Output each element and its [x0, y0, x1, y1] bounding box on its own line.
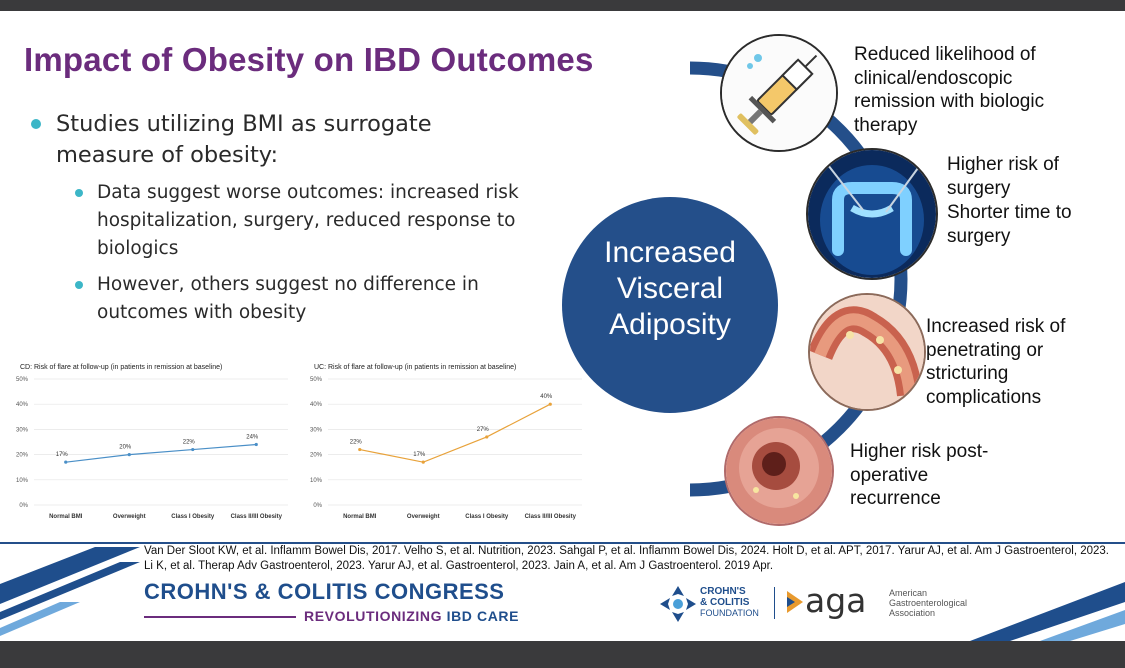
y-tick-label: 20% — [310, 453, 323, 459]
y-tick-label: 0% — [19, 503, 28, 509]
bullet-sub-1: Data suggest worse outcomes: increased r… — [30, 179, 530, 263]
tagline-rule — [144, 616, 296, 618]
footer-stripes — [0, 542, 1125, 641]
x-tick-label: Normal BMI — [49, 514, 83, 520]
center-line-1: Increased — [604, 236, 736, 269]
data-label: 22% — [350, 440, 363, 446]
ccf-logo-icon — [660, 586, 696, 622]
bullet-dot-icon — [31, 119, 41, 129]
bullet-dot-icon — [75, 281, 83, 289]
bullet-list: Studies utilizing BMI as surrogate measu… — [30, 109, 530, 327]
tagline: REVOLUTIONIZING IBD CARE — [304, 608, 519, 624]
series-line — [65, 443, 257, 463]
bottom-bar — [0, 641, 1125, 668]
data-point — [548, 402, 552, 406]
references-text: Van Der Sloot KW, et al. Inflamm Bowel D… — [144, 545, 1110, 572]
x-tick-label: Class II/III Obesity — [231, 514, 283, 520]
x-tick-label: Class I Obesity — [171, 514, 215, 520]
bullet-sub-2-text: However, others suggest no difference in… — [97, 274, 479, 323]
series-line — [359, 403, 551, 463]
endoscopy-icon — [724, 416, 834, 526]
y-tick-label: 20% — [16, 453, 29, 459]
ccf-logo-text: CROHN'S & COLITIS FOUNDATION — [700, 586, 759, 619]
tagline-a: REVOLUTIONIZING — [304, 608, 447, 624]
data-label: 22% — [183, 440, 196, 446]
uc-chart: UC: Risk of flare at follow-up (in patie… — [300, 343, 592, 535]
bullet-sub-1-text: Data suggest worse outcomes: increased r… — [97, 182, 519, 259]
aga-line-1: American — [889, 588, 928, 598]
y-tick-label: 10% — [16, 478, 29, 484]
data-label: 24% — [246, 435, 259, 441]
top-bar — [0, 0, 1125, 11]
ccf-line-1: CROHN'S — [700, 586, 746, 597]
bullet-main: Studies utilizing BMI as surrogate measu… — [30, 109, 530, 171]
center-line-3: Adiposity — [609, 308, 731, 341]
congress-logo-text: CROHN'S & COLITIS CONGRESS — [144, 579, 505, 604]
data-point — [127, 453, 131, 457]
slide-title: Impact of Obesity on IBD Outcomes — [24, 41, 594, 78]
ccf-line-2: & COLITIS — [700, 597, 750, 608]
aga-subtitle: American Gastroenterological Association — [889, 588, 967, 618]
syringe-icon — [720, 34, 838, 152]
data-point — [254, 442, 258, 447]
bullet-main-text: Studies utilizing BMI as surrogate measu… — [56, 111, 432, 168]
data-point — [191, 447, 195, 452]
chart-title: CD: Risk of flare at follow-up (in patie… — [20, 364, 222, 371]
data-point — [485, 435, 489, 439]
x-tick-label: Overweight — [407, 514, 440, 520]
data-point — [421, 460, 425, 464]
x-tick-label: Overweight — [113, 514, 146, 520]
chart-title: UC: Risk of flare at follow-up (in patie… — [314, 364, 516, 371]
aga-logo-text: aga — [805, 581, 867, 620]
y-tick-label: 50% — [16, 377, 29, 383]
outcome-2b-text: Shorter time to surgery — [947, 202, 1072, 247]
colon-surgery-icon — [806, 148, 938, 280]
data-label: 20% — [119, 445, 132, 451]
outcome-1-text: Reduced likelihood of clinical/endoscopi… — [854, 44, 1045, 136]
aga-mark-icon — [787, 591, 803, 613]
outcome-4-text: Higher risk post-operative recurrence — [850, 441, 989, 509]
x-tick-label: Class I Obesity — [465, 514, 509, 520]
data-label: 40% — [540, 394, 553, 400]
y-tick-label: 40% — [16, 402, 29, 408]
aga-line-3: Association — [889, 608, 936, 618]
y-tick-label: 50% — [310, 377, 323, 383]
center-circle: Increased Visceral Adiposity — [562, 197, 778, 413]
cd-chart-svg: CD: Risk of flare at follow-up (in patie… — [16, 364, 288, 520]
data-label: 17% — [413, 452, 426, 458]
data-point — [358, 447, 362, 452]
ccf-line-3: FOUNDATION — [700, 608, 759, 618]
bullet-sub-2: However, others suggest no difference in… — [30, 271, 530, 327]
y-tick-label: 0% — [313, 503, 322, 509]
aga-line-2: Gastroenterological — [889, 598, 968, 608]
data-label: 27% — [477, 427, 490, 433]
slide: Impact of Obesity on IBD Outcomes Studie… — [0, 11, 1125, 641]
x-tick-label: Class II/III Obesity — [525, 514, 577, 520]
uc-chart-svg: UC: Risk of flare at follow-up (in patie… — [310, 364, 582, 520]
y-tick-label: 40% — [310, 402, 323, 408]
center-text: Increased Visceral Adiposity — [562, 235, 778, 343]
y-tick-label: 30% — [16, 427, 29, 433]
outcome-2a-text: Higher risk of surgery — [947, 154, 1059, 199]
cd-chart: CD: Risk of flare at follow-up (in patie… — [6, 343, 298, 535]
logo-divider — [774, 587, 775, 619]
center-line-2: Visceral — [616, 272, 724, 305]
data-point — [64, 460, 68, 464]
bullet-dot-icon — [75, 189, 83, 197]
tagline-b: IBD CARE — [446, 608, 520, 624]
outcome-3-text: Increased risk of penetrating or strictu… — [926, 316, 1066, 408]
data-label: 17% — [56, 452, 69, 458]
y-tick-label: 10% — [310, 478, 323, 484]
y-tick-label: 30% — [310, 427, 323, 433]
intestine-icon — [808, 293, 926, 411]
x-tick-label: Normal BMI — [343, 514, 377, 520]
